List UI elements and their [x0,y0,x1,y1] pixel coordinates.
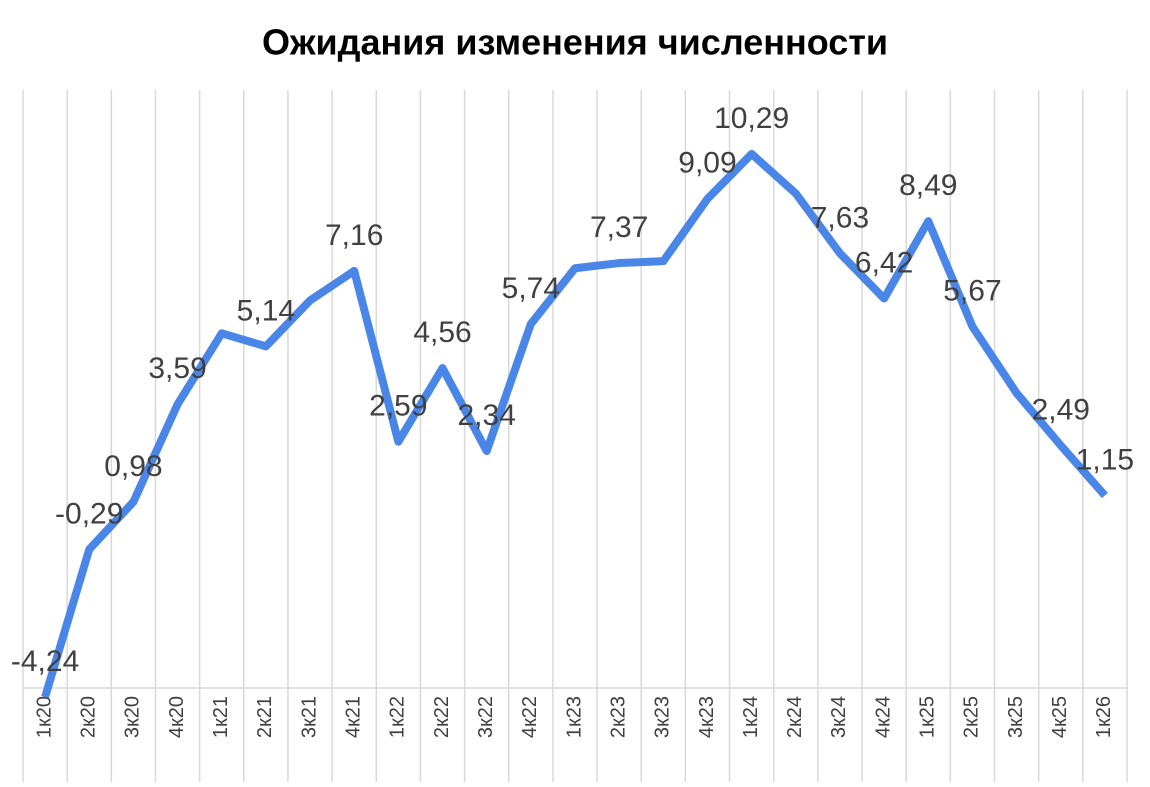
value-label: 8,49 [899,169,957,202]
x-tick-label: 1к24 [740,696,762,738]
x-tick-label: 1к25 [917,696,939,738]
x-tick-label: 4к22 [519,696,541,738]
x-tick-label: 3к23 [652,696,674,738]
x-tick-label: 3к24 [828,696,850,738]
value-label: 4,56 [413,316,471,349]
x-tick-label: 2к22 [431,696,453,738]
x-tick-label: 1к21 [210,696,232,738]
value-label: 5,14 [237,294,295,327]
value-label: 7,63 [811,201,869,234]
x-tick-label: 2к20 [78,696,100,738]
value-label: 2,59 [369,390,427,423]
x-tick-label: 4к20 [166,696,188,738]
value-label: 10,29 [714,102,789,135]
value-label: 0,98 [104,450,162,483]
x-tick-label: 3к22 [475,696,497,738]
value-label: 7,37 [590,211,648,244]
value-label: 2,34 [457,399,515,432]
x-tick-label: 1к26 [1093,696,1115,738]
x-tick-label: 4к24 [872,696,894,738]
x-tick-label: 2к21 [254,696,276,738]
x-tick-label: 3к20 [122,696,144,738]
value-label: 5,74 [502,272,560,305]
chart-title: Ожидания изменения численности [262,22,888,63]
x-tick-label: 2к25 [961,696,983,738]
value-label: 3,59 [148,352,206,385]
x-tick-label: 3к25 [1005,696,1027,738]
x-tick-label: 2к24 [784,696,806,738]
x-tick-label: 1к20 [33,696,55,738]
value-label: 7,16 [325,219,383,252]
x-tick-label: 4к25 [1049,696,1071,738]
value-label: 9,09 [678,147,736,180]
value-label: 1,15 [1076,443,1134,476]
x-tick-label: 4к21 [342,696,364,738]
x-tick-label: 1к22 [387,696,409,738]
x-tick-label: 2к23 [607,696,629,738]
x-tick-label: 3к21 [298,696,320,738]
value-label: -4,24 [11,645,79,678]
value-label: -0,29 [55,497,123,530]
series-line [41,149,1108,699]
value-label: 2,49 [1032,393,1090,426]
value-label: 5,67 [943,275,1001,308]
x-tick-label: 4к23 [696,696,718,738]
x-tick-label: 1к23 [563,696,585,738]
value-label: 6,42 [855,246,913,279]
plot: 1к20 2к20 3к20 4к20 1к21 2к21 3к21 4к21 1к22 2к22… [11,102,1134,738]
grid [22,90,1128,782]
